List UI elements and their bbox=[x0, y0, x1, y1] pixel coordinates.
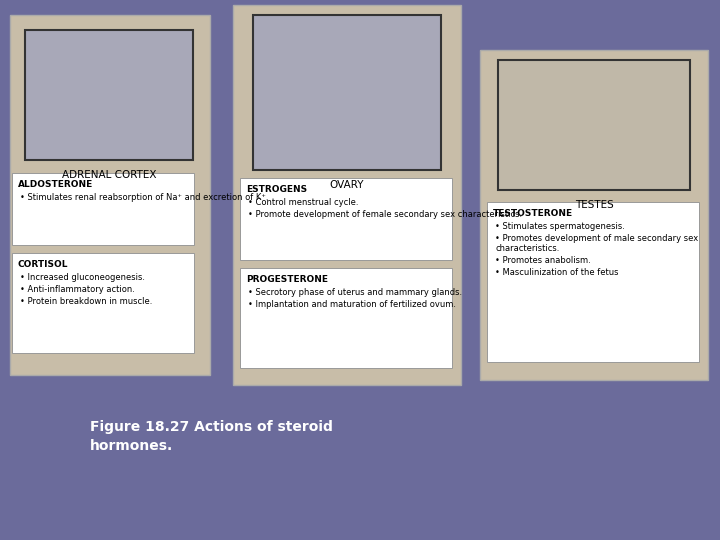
Bar bbox=[498, 60, 690, 190]
Text: CORTISOL: CORTISOL bbox=[18, 260, 68, 269]
Text: • Stimulates renal reabsorption of Na⁺ and excretion of K⁺.: • Stimulates renal reabsorption of Na⁺ a… bbox=[20, 193, 269, 202]
Text: OVARY: OVARY bbox=[330, 180, 364, 190]
Bar bbox=[12, 253, 194, 353]
Bar bbox=[487, 202, 699, 362]
Text: ALDOSTERONE: ALDOSTERONE bbox=[18, 180, 94, 189]
Text: TESTES: TESTES bbox=[575, 200, 613, 210]
Text: • Secrotory phase of uterus and mammary glands.: • Secrotory phase of uterus and mammary … bbox=[248, 288, 462, 297]
Text: • Implantation and maturation of fertilized ovum.: • Implantation and maturation of fertili… bbox=[248, 300, 456, 309]
Text: ADRENAL CORTEX: ADRENAL CORTEX bbox=[62, 170, 156, 180]
Bar bbox=[25, 30, 193, 160]
Text: • Increased gluconeogenesis.: • Increased gluconeogenesis. bbox=[20, 273, 145, 282]
Bar bbox=[240, 268, 452, 368]
Text: • Promotes anabolism.: • Promotes anabolism. bbox=[495, 256, 590, 265]
Text: • Masculinization of the fetus: • Masculinization of the fetus bbox=[495, 268, 618, 277]
Text: • Control menstrual cycle.: • Control menstrual cycle. bbox=[248, 198, 359, 207]
Text: Figure 18.27 Actions of steroid
hormones.: Figure 18.27 Actions of steroid hormones… bbox=[90, 420, 333, 454]
Text: TESTOSTERONE: TESTOSTERONE bbox=[493, 209, 573, 218]
Text: PROGESTERONE: PROGESTERONE bbox=[246, 275, 328, 284]
Text: • Anti-inflammatory action.: • Anti-inflammatory action. bbox=[20, 285, 135, 294]
Bar bbox=[10, 15, 210, 375]
Text: • Promotes development of male secondary sex characteristics.: • Promotes development of male secondary… bbox=[495, 234, 698, 253]
Bar bbox=[12, 173, 194, 245]
Bar bbox=[480, 50, 708, 380]
Text: • Protein breakdown in muscle.: • Protein breakdown in muscle. bbox=[20, 297, 153, 306]
Text: • Promote development of female secondary sex characteristics.: • Promote development of female secondar… bbox=[248, 210, 522, 219]
Text: • Stimulates spermatogenesis.: • Stimulates spermatogenesis. bbox=[495, 222, 625, 231]
Bar bbox=[233, 5, 461, 385]
Bar bbox=[240, 178, 452, 260]
Text: ESTROGENS: ESTROGENS bbox=[246, 185, 307, 194]
Bar bbox=[253, 15, 441, 170]
